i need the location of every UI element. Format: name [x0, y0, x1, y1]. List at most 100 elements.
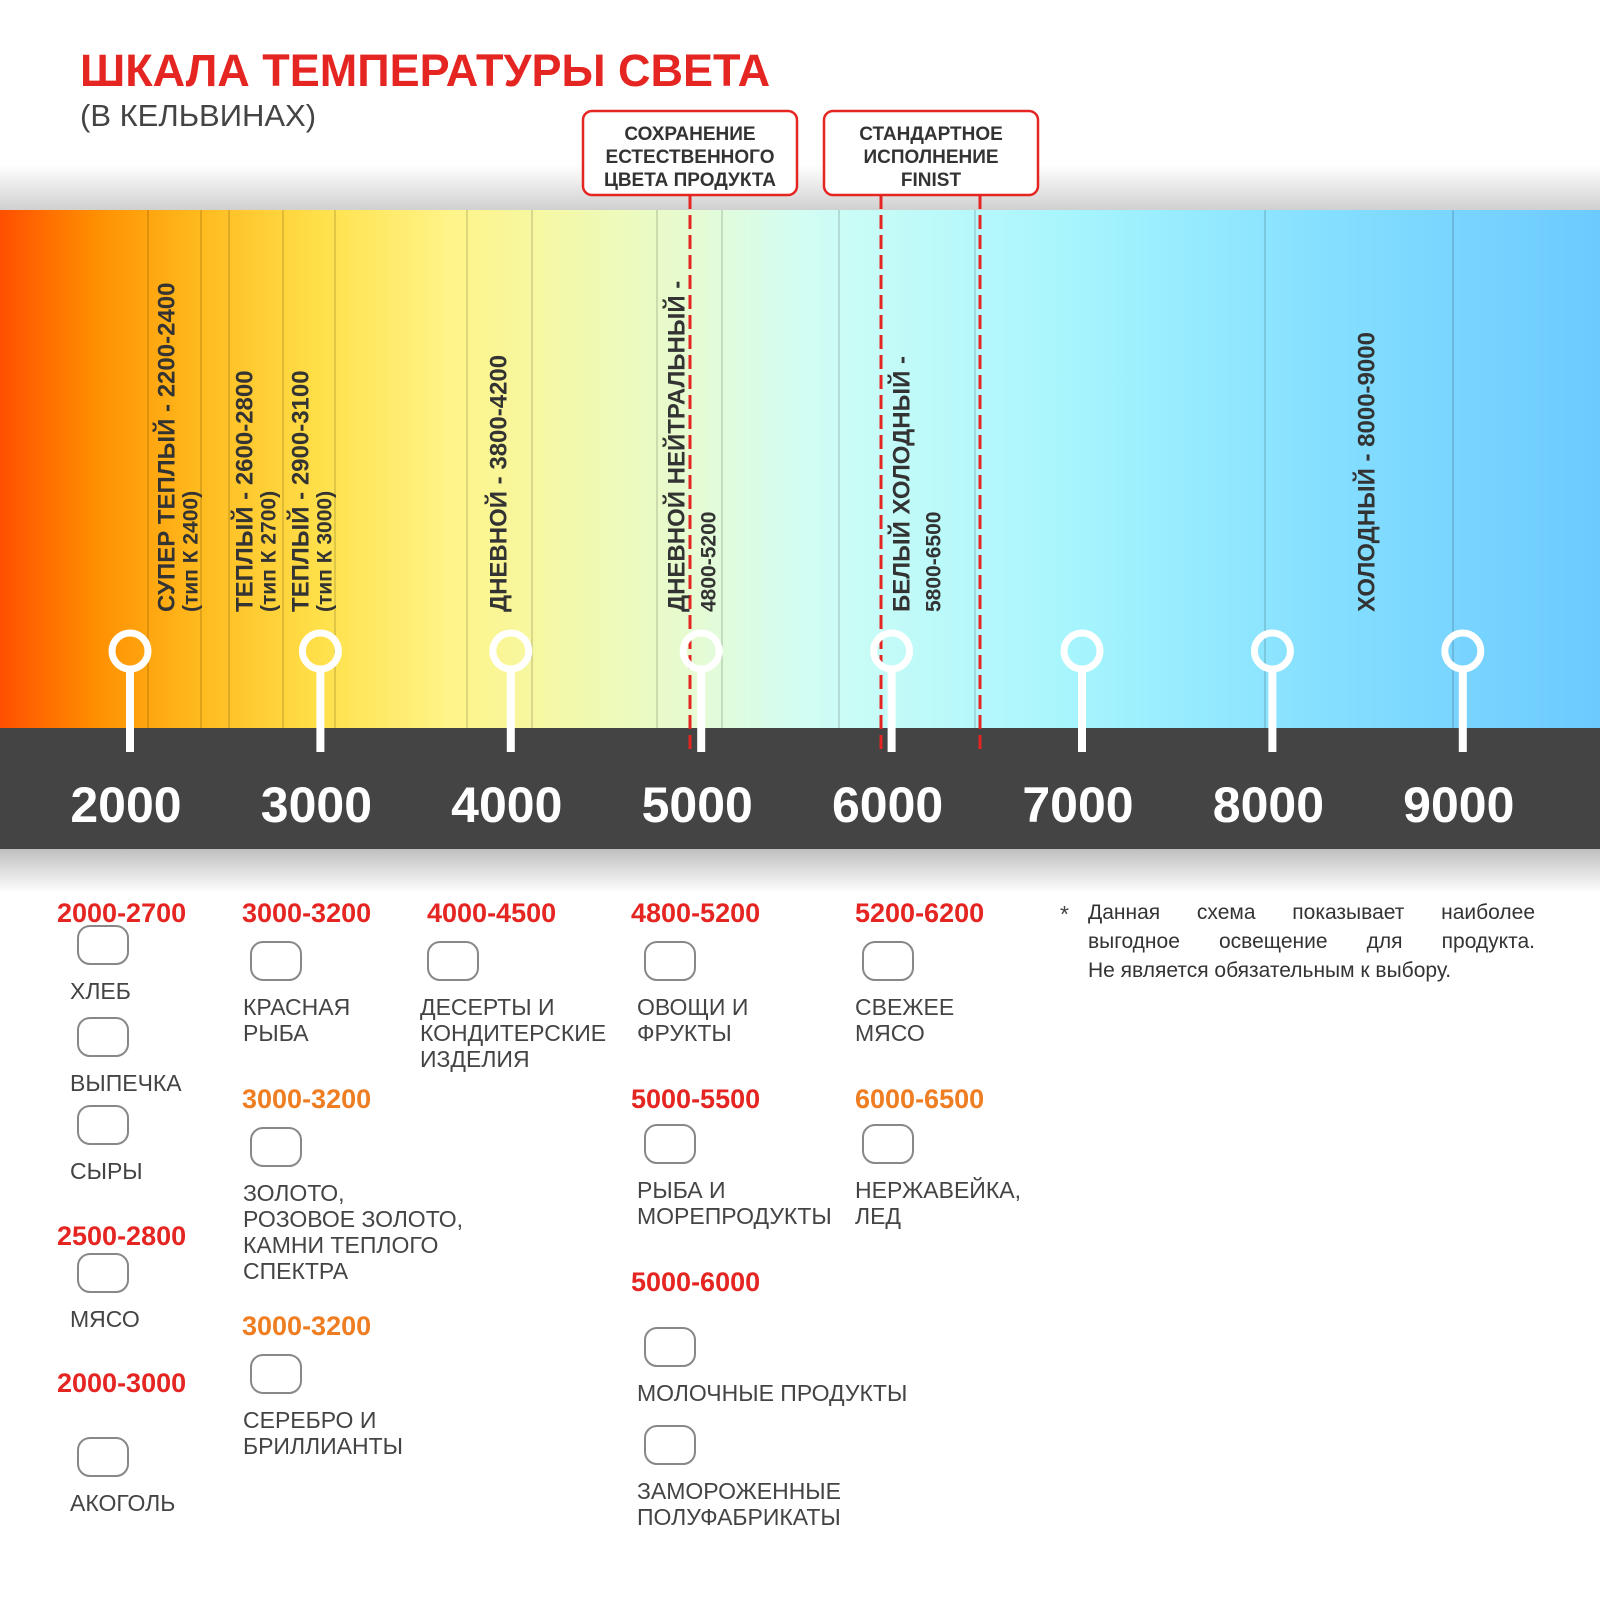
spectrum	[0, 210, 1600, 730]
callout-text: СОХРАНЕНИЕ	[624, 124, 755, 145]
range-label: 3000-3200	[242, 1084, 372, 1114]
note-text: Не является обязательным к выбору.	[1088, 959, 1452, 982]
product-icon	[250, 1127, 302, 1167]
callout-text: ЦВЕТА ПРОДУКТА	[604, 170, 776, 191]
zone-label: ТЕПЛЫЙ - 2900-3100	[286, 370, 314, 612]
tick-label: 2000	[70, 777, 181, 833]
product-icon	[77, 1105, 129, 1145]
tick-label: 7000	[1022, 777, 1133, 833]
product-icon	[250, 1354, 302, 1394]
range-label: 5000-5500	[631, 1084, 761, 1114]
product-icon	[77, 925, 129, 965]
product-icon	[862, 941, 914, 981]
range-label: 5200-6200	[855, 898, 985, 928]
product-label: ХЛЕБ	[70, 978, 131, 1004]
range-label: 2500-2800	[57, 1221, 187, 1251]
tick-ring	[1441, 629, 1485, 673]
product-label: РЫБА	[243, 1020, 309, 1046]
product-label: МОЛОЧНЫЕ ПРОДУКТЫ	[637, 1380, 908, 1406]
product-label: МОРЕПРОДУКТЫ	[637, 1203, 832, 1229]
product-label: АКОГОЛЬ	[70, 1490, 176, 1516]
zone-label: ДНЕВНОЙ - 3800-4200	[484, 355, 512, 612]
product-label: СЕРЕБРО И	[243, 1407, 377, 1433]
tick-label: 8000	[1213, 777, 1324, 833]
range-label: 4800-5200	[631, 898, 761, 928]
note-text: Данная схема показывает наиболее	[1088, 901, 1535, 924]
zone-label: СУПЕР ТЕПЛЫЙ - 2200-2400	[152, 283, 180, 612]
shadow	[0, 848, 1600, 893]
callout-text: СТАНДАРТНОЕ	[859, 124, 1003, 145]
scale-graphic: ШКАЛА ТЕМПЕРАТУРЫ СВЕТА (В КЕЛЬВИНАХ) СО…	[0, 45, 1600, 893]
tick-label: 6000	[832, 777, 943, 833]
product-label: КАМНИ ТЕПЛОГО	[243, 1232, 439, 1258]
tick-label: 3000	[261, 777, 372, 833]
product-label: ПОЛУФАБРИКАТЫ	[637, 1504, 841, 1530]
range-label: 2000-3000	[57, 1368, 187, 1398]
tick-ring	[1060, 629, 1104, 673]
note-marker: *	[1060, 901, 1069, 927]
tick-label: 5000	[642, 777, 753, 833]
product-label: МЯСО	[70, 1306, 140, 1332]
zone-label: ДНЕВНОЙ НЕЙТРАЛЬНЫЙ -	[662, 281, 690, 612]
callout-box	[822, 109, 1040, 197]
product-label: ФРУКТЫ	[637, 1020, 732, 1046]
product-label: НЕРЖАВЕЙКА,	[855, 1177, 1021, 1203]
product-icon	[250, 941, 302, 981]
zone-label: 5800-6500	[923, 512, 946, 612]
range-label: 5000-6000	[631, 1267, 761, 1297]
zone-label: (тип К 2700)	[258, 491, 281, 612]
product-label: ЗАМОРОЖЕННЫЕ	[637, 1478, 842, 1504]
range-label: 3000-3200	[242, 898, 372, 928]
subtitle: (В КЕЛЬВИНАХ)	[80, 98, 316, 133]
product-label: СЫРЫ	[70, 1158, 143, 1184]
product-icon	[644, 1327, 696, 1367]
title: ШКАЛА ТЕМПЕРАТУРЫ СВЕТА	[80, 45, 770, 96]
product-icon	[644, 1124, 696, 1164]
product-label: ЗОЛОТО,	[243, 1180, 345, 1206]
product-label: ДЕСЕРТЫ И	[420, 994, 555, 1020]
range-label: 6000-6500	[855, 1084, 985, 1114]
callout-text: FINIST	[901, 170, 962, 191]
note-text: выгодное освещение для продукта.	[1088, 930, 1535, 953]
zone-label: ХОЛОДНЫЙ - 8000-9000	[1352, 332, 1380, 612]
tick-label: 4000	[451, 777, 562, 833]
product-label: СПЕКТРА	[243, 1258, 349, 1284]
product-icon	[427, 941, 479, 981]
product-icon	[77, 1017, 129, 1057]
product-icon	[77, 1253, 129, 1293]
product-label: ВЫПЕЧКА	[70, 1070, 182, 1096]
product-label: ЛЕД	[855, 1203, 902, 1229]
zone-label: 4800-5200	[698, 512, 721, 612]
product-label: КОНДИТЕРСКИЕ	[420, 1020, 607, 1046]
tick-ring	[108, 629, 152, 673]
range-label: 4000-4500	[427, 898, 557, 928]
zone-label: ТЕПЛЫЙ - 2600-2800	[230, 370, 258, 612]
shadow	[0, 165, 1600, 211]
product-label: СВЕЖЕЕ	[855, 994, 955, 1020]
product-label: РОЗОВОЕ ЗОЛОТО,	[243, 1206, 463, 1232]
zone-label: БЕЛЫЙ ХОЛОДНЫЙ -	[887, 356, 915, 612]
product-label: КРАСНАЯ	[243, 994, 351, 1020]
tick-ring	[1250, 629, 1294, 673]
product-label: ИЗДЕЛИЯ	[420, 1046, 530, 1072]
range-label: 3000-3200	[242, 1311, 372, 1341]
zone-label: (тип К 2400)	[180, 491, 203, 612]
product-label: МЯСО	[855, 1020, 925, 1046]
tick-ring	[489, 629, 533, 673]
tick-ring	[679, 629, 723, 673]
product-icon	[644, 941, 696, 981]
tick-ring	[870, 629, 914, 673]
product-label: РЫБА И	[637, 1177, 726, 1203]
range-label: 2000-2700	[57, 898, 187, 928]
product-icon	[77, 1437, 129, 1477]
zone-label: (тип К 3000)	[314, 491, 337, 612]
product-label: ОВОЩИ И	[637, 994, 749, 1020]
tick-label: 9000	[1403, 777, 1514, 833]
product-label: БРИЛЛИАНТЫ	[243, 1433, 404, 1459]
product-icon	[644, 1425, 696, 1465]
tick-ring	[298, 629, 342, 673]
scale-bar	[0, 728, 1600, 849]
product-icon	[862, 1124, 914, 1164]
